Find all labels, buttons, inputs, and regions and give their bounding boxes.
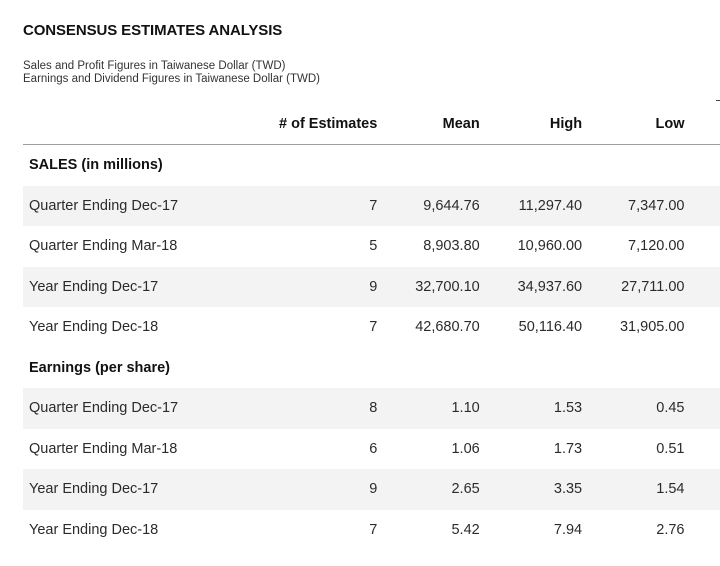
row-label: Quarter Ending Mar-18 xyxy=(29,238,178,255)
mean-value: 1.10 xyxy=(377,388,480,429)
low-value: 7,120.00 xyxy=(628,238,685,255)
mean-value: 5.42 xyxy=(451,521,480,538)
section-row-earnings: Earnings (per share) xyxy=(23,347,720,388)
column-header-label xyxy=(23,103,237,145)
low-value: 7,347.00 xyxy=(582,185,685,226)
high-value: 7.94 xyxy=(553,521,583,538)
estimates-count: 7 xyxy=(236,185,378,226)
estimates-count: 7 xyxy=(369,319,378,336)
consensus-estimates-table: # of Estimates Mean High Low SALES (in m… xyxy=(23,103,720,550)
column-header-low: Low xyxy=(582,103,685,145)
section-title: SALES (in millions) xyxy=(23,144,720,186)
low-value: 31,905.00 xyxy=(619,319,685,336)
mean-value: 8,903.80 xyxy=(423,238,480,255)
currency-note-sales: Sales and Profit Figures in Taiwanese Do… xyxy=(23,60,286,72)
row-label: Year Ending Dec-17 xyxy=(23,469,237,510)
row-label: Year Ending Dec-18 xyxy=(29,521,159,538)
row-label: Year Ending Dec-17 xyxy=(23,266,237,307)
row-spacer xyxy=(685,307,720,348)
row-spacer xyxy=(684,388,720,429)
section-title: Earnings (per share) xyxy=(23,347,720,388)
high-value: 1.73 xyxy=(553,440,583,457)
mean-value: 9,644.76 xyxy=(377,185,480,226)
row-spacer xyxy=(685,510,720,551)
row-spacer xyxy=(684,266,720,307)
mean-value: 2.65 xyxy=(377,469,480,510)
estimates-count: 9 xyxy=(236,469,378,510)
low-value: 0.51 xyxy=(656,440,685,457)
estimates-count: 7 xyxy=(369,521,378,538)
section-row-sales: SALES (in millions) xyxy=(23,144,720,186)
high-value: 34,937.60 xyxy=(479,266,583,307)
table-row: Year Ending Dec-17 9 2.65 3.35 1.54 xyxy=(23,469,720,510)
table-row: Year Ending Dec-18 7 5.42 7.94 2.76 xyxy=(23,510,720,551)
mean-value: 1.06 xyxy=(451,440,480,457)
table-row: Quarter Ending Mar-18 6 1.06 1.73 0.51 xyxy=(23,429,720,470)
column-header-high: High xyxy=(479,103,583,145)
high-value: 1.53 xyxy=(479,388,583,429)
row-label: Quarter Ending Dec-17 xyxy=(23,185,237,226)
column-header-mean: Mean xyxy=(377,103,480,145)
row-spacer xyxy=(684,185,720,226)
table-row: Quarter Ending Dec-17 7 9,644.76 11,297.… xyxy=(23,185,720,226)
high-value: 11,297.40 xyxy=(479,185,583,226)
estimates-count: 8 xyxy=(236,388,378,429)
table-row: Year Ending Dec-18 7 42,680.70 50,116.40… xyxy=(23,307,720,348)
table-row: Year Ending Dec-17 9 32,700.10 34,937.60… xyxy=(23,266,720,307)
mean-value: 42,680.70 xyxy=(415,319,480,336)
row-label: Quarter Ending Dec-17 xyxy=(23,388,237,429)
row-label: Quarter Ending Mar-18 xyxy=(29,440,178,457)
estimates-count: 5 xyxy=(369,238,378,255)
high-value: 3.35 xyxy=(479,469,583,510)
page-title: CONSENSUS ESTIMATES ANALYSIS xyxy=(23,22,283,39)
row-spacer xyxy=(684,469,720,510)
table-row: Quarter Ending Dec-17 8 1.10 1.53 0.45 xyxy=(23,388,720,429)
row-label: Year Ending Dec-18 xyxy=(29,319,159,336)
low-value: 1.54 xyxy=(582,469,685,510)
estimates-count: 9 xyxy=(236,266,378,307)
table-row: Quarter Ending Mar-18 5 8,903.80 10,960.… xyxy=(23,226,720,267)
column-header-spacer xyxy=(684,103,720,145)
estimates-count: 6 xyxy=(369,440,378,457)
row-spacer xyxy=(685,429,720,470)
high-value: 50,116.40 xyxy=(518,319,583,336)
low-value: 2.76 xyxy=(656,521,685,538)
row-spacer xyxy=(685,226,720,267)
currency-note-earnings: Earnings and Dividend Figures in Taiwane… xyxy=(23,73,320,85)
column-header-estimates: # of Estimates xyxy=(236,103,378,145)
table-header-row: # of Estimates Mean High Low xyxy=(23,103,720,145)
edge-mark xyxy=(716,100,720,101)
high-value: 10,960.00 xyxy=(517,238,583,255)
low-value: 27,711.00 xyxy=(582,266,685,307)
mean-value: 32,700.10 xyxy=(377,266,480,307)
low-value: 0.45 xyxy=(582,388,685,429)
